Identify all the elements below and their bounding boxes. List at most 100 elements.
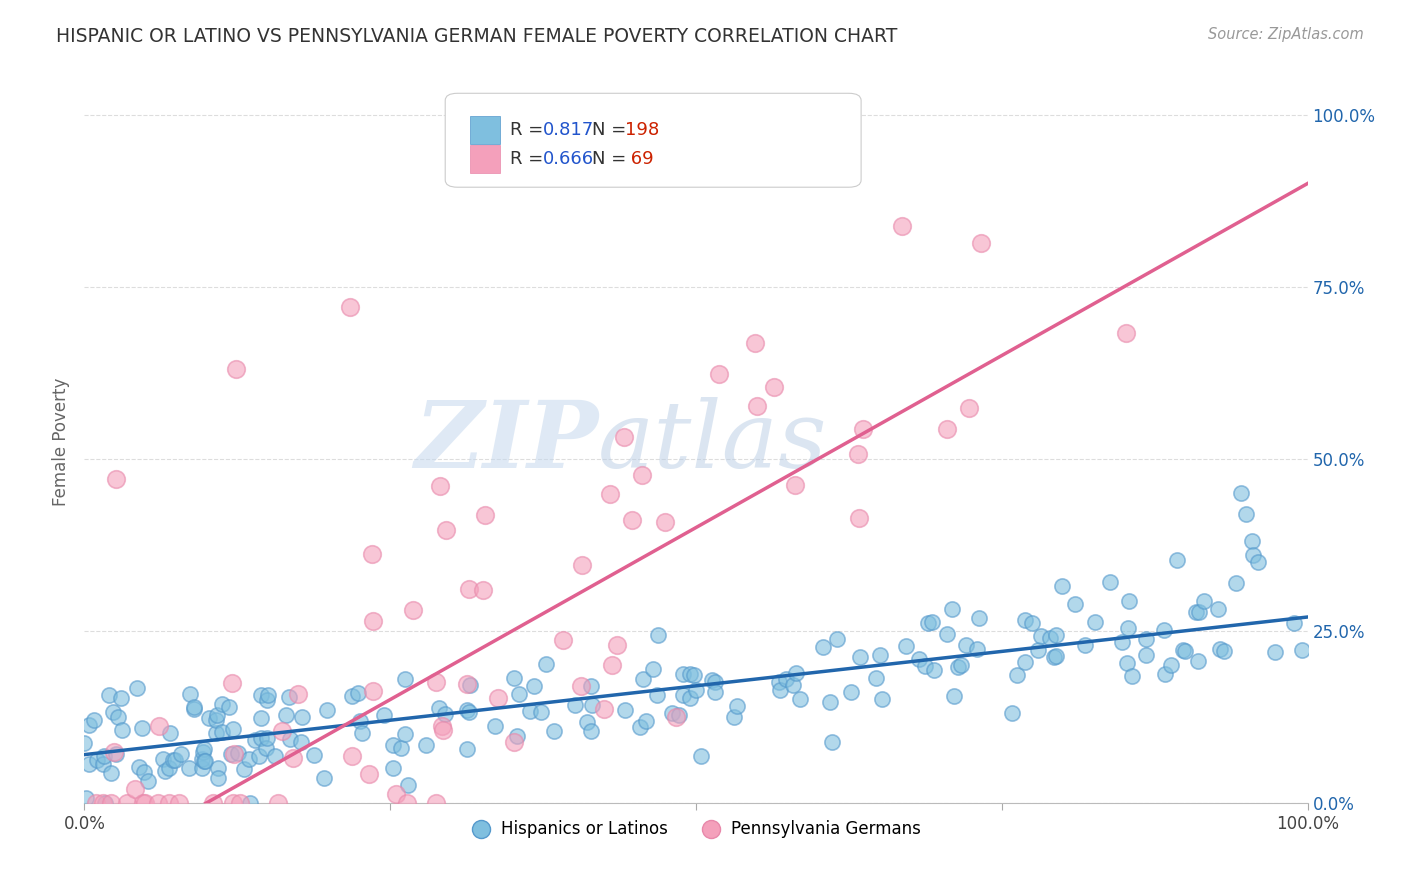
Point [723, 710, 745, 724]
Point [153, 764, 176, 778]
Point [891, 219, 914, 233]
Point [110, 690, 132, 705]
Point [519, 704, 541, 718]
Point [193, 745, 215, 759]
Point [1121, 668, 1143, 682]
Point [821, 735, 844, 749]
Point [1045, 628, 1067, 642]
Point [347, 686, 370, 700]
Point [818, 695, 841, 709]
Point [825, 632, 848, 646]
Point [869, 648, 891, 663]
Point [77, 757, 100, 772]
Point [679, 667, 702, 681]
Text: 198: 198 [626, 121, 659, 139]
Point [190, 761, 212, 775]
Point [179, 688, 201, 702]
Point [134, 796, 156, 810]
Point [1029, 629, 1052, 643]
Point [128, 760, 150, 774]
Point [456, 676, 478, 690]
Point [503, 671, 526, 685]
Point [159, 726, 181, 740]
Point [402, 603, 425, 617]
Point [222, 796, 245, 810]
Point [914, 659, 936, 673]
Point [73, 736, 96, 750]
Point [430, 719, 453, 733]
Point [86, 753, 108, 767]
Text: 0.666: 0.666 [543, 150, 595, 168]
Point [221, 676, 243, 690]
Point [91, 796, 114, 810]
Point [848, 511, 870, 525]
Point [125, 681, 148, 695]
Point [579, 723, 602, 738]
Point [1291, 642, 1313, 657]
FancyBboxPatch shape [470, 116, 501, 144]
Point [704, 674, 727, 689]
Legend: Hispanics or Latinos, Pennsylvania Germans: Hispanics or Latinos, Pennsylvania Germa… [464, 814, 928, 845]
Point [1174, 644, 1197, 658]
Point [1116, 656, 1139, 670]
Point [339, 301, 361, 315]
Point [396, 796, 419, 810]
Text: HISPANIC OR LATINO VS PENNSYLVANIA GERMAN FEMALE POVERTY CORRELATION CHART: HISPANIC OR LATINO VS PENNSYLVANIA GERMA… [56, 27, 897, 45]
Point [606, 638, 628, 652]
Text: N =: N = [592, 150, 631, 168]
Point [1209, 642, 1232, 657]
Text: R =: R = [510, 150, 548, 168]
Point [922, 663, 945, 677]
Point [789, 691, 811, 706]
Point [621, 513, 644, 527]
Point [224, 747, 246, 761]
Point [1064, 598, 1087, 612]
Point [257, 688, 280, 702]
Point [1188, 605, 1211, 619]
Point [1052, 579, 1074, 593]
Point [943, 689, 966, 703]
Point [382, 738, 405, 752]
Point [665, 710, 688, 724]
Point [785, 666, 807, 681]
Point [636, 714, 658, 728]
Point [162, 753, 184, 767]
Point [415, 739, 437, 753]
Point [725, 698, 748, 713]
Point [672, 667, 695, 681]
Point [581, 698, 603, 712]
Point [136, 773, 159, 788]
Point [600, 657, 623, 672]
Point [396, 778, 419, 792]
Point [373, 707, 395, 722]
Point [1213, 644, 1236, 658]
Point [83, 713, 105, 727]
Point [668, 707, 690, 722]
Point [256, 693, 278, 707]
Point [908, 652, 931, 666]
Point [427, 701, 450, 715]
Point [205, 707, 228, 722]
Point [846, 447, 869, 461]
Point [79, 718, 101, 732]
Point [429, 479, 451, 493]
Point [1116, 621, 1139, 635]
Point [183, 700, 205, 714]
Point [768, 674, 790, 689]
Point [1026, 643, 1049, 657]
Point [865, 671, 887, 685]
Point [207, 772, 229, 786]
Point [870, 691, 893, 706]
Point [645, 688, 668, 702]
Point [534, 657, 557, 672]
Point [157, 761, 180, 775]
Point [1225, 576, 1247, 591]
Point [75, 790, 97, 805]
Point [290, 735, 312, 749]
Point [1166, 553, 1188, 567]
FancyBboxPatch shape [470, 145, 501, 173]
Point [219, 747, 242, 761]
Point [170, 747, 193, 761]
Point [672, 688, 695, 702]
Point [700, 673, 723, 687]
